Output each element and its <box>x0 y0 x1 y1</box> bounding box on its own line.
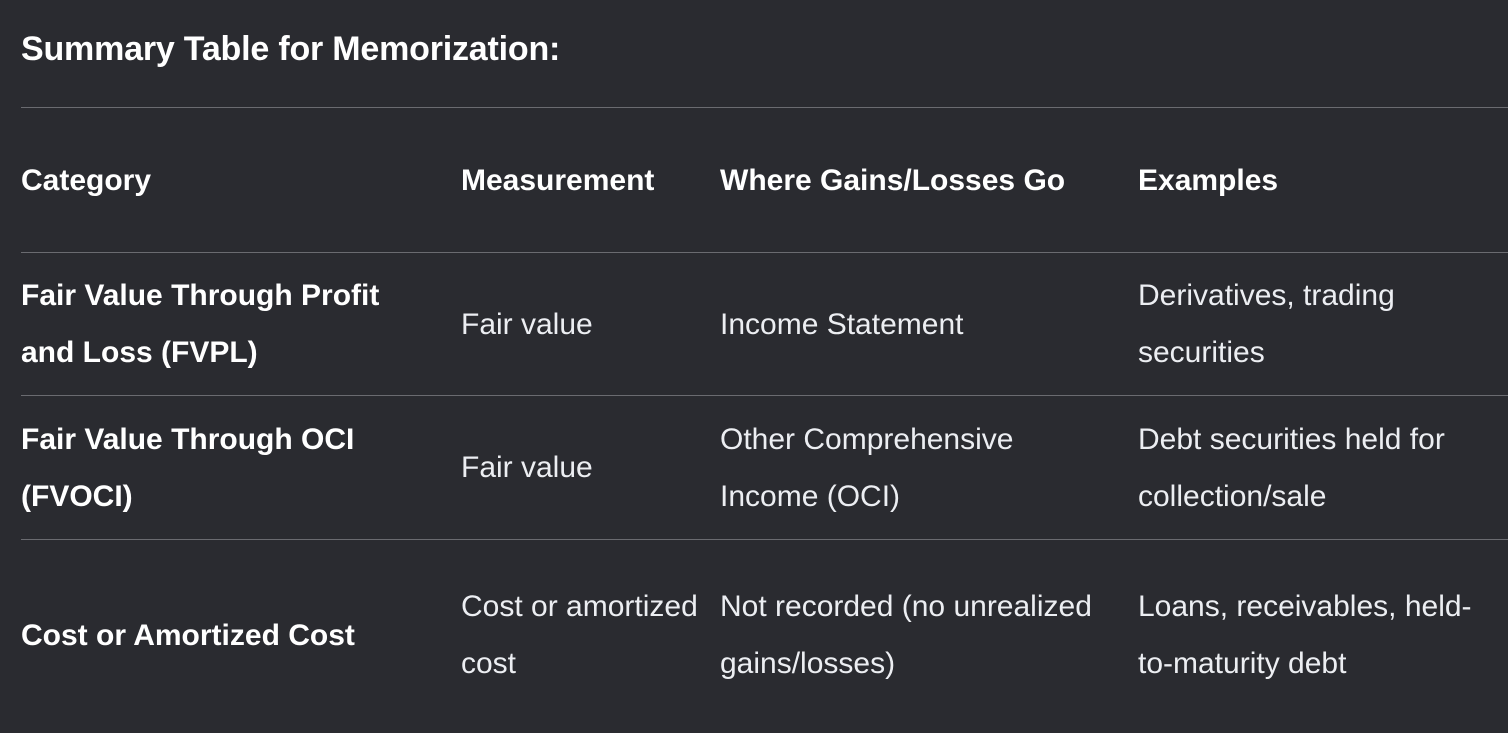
header-category: Category <box>21 163 152 197</box>
cell-measurement: Fair value <box>461 451 593 484</box>
cell-examples: Debt securities held for collection/sale <box>1138 422 1445 513</box>
cell-measurement: Cost or amortized cost <box>461 590 698 681</box>
cell-category: Fair Value Through OCI (FVOCI) <box>21 422 355 513</box>
cell-gains-losses: Not recorded (no unrealized gains/losses… <box>720 590 1092 681</box>
cell-examples: Loans, receivables, held-to-maturity deb… <box>1138 590 1472 681</box>
table-row: Fair Value Through OCI (FVOCI) Fair valu… <box>21 395 1508 540</box>
cell-examples: Derivatives, trading securities <box>1138 279 1395 369</box>
table-row: Fair Value Through Profit and Loss (FVPL… <box>21 252 1508 396</box>
cell-gains-losses: Income Statement <box>720 307 964 341</box>
header-examples: Examples <box>1138 163 1279 197</box>
table-row: Cost or Amortized Cost Cost or amortized… <box>21 539 1508 733</box>
section-heading: Summary Table for Memorization: <box>21 30 561 68</box>
cell-category: Cost or Amortized Cost <box>21 618 355 652</box>
table-header-row: Category Measurement Where Gains/Losses … <box>21 107 1508 253</box>
cell-measurement: Fair value <box>461 307 593 341</box>
header-gains-losses: Where Gains/Losses Go <box>720 163 1066 197</box>
header-measurement: Measurement <box>461 163 655 197</box>
cell-category: Fair Value Through Profit and Loss (FVPL… <box>21 279 380 369</box>
cell-gains-losses: Other Comprehensive Income (OCI) <box>720 422 1014 513</box>
summary-table: Category Measurement Where Gains/Losses … <box>21 107 1508 733</box>
